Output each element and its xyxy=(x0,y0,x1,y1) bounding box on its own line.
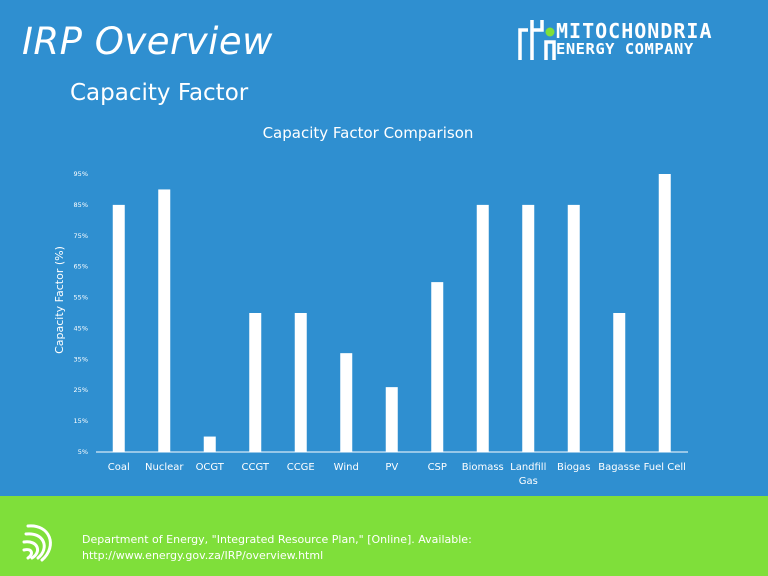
bar-nuclear xyxy=(158,189,171,452)
chart-title: Capacity Factor Comparison xyxy=(263,124,474,142)
bar-ccge xyxy=(294,313,307,452)
x-category-label: PV xyxy=(385,462,398,473)
y-tick-label: 5% xyxy=(78,448,88,456)
x-category-label: Bagasse xyxy=(598,462,640,473)
bar-wind xyxy=(340,353,353,452)
capacity-factor-chart: Capacity Factor Comparison Capacity Fact… xyxy=(53,124,688,487)
bar-biogas xyxy=(567,204,580,452)
y-tick-label: 25% xyxy=(74,386,88,394)
footer-band xyxy=(0,496,768,576)
logo-tagline: ENERGY COMPANY xyxy=(556,40,694,58)
y-tick-label: 55% xyxy=(74,294,88,302)
y-tick-label: 35% xyxy=(74,355,88,363)
bar-landfill-gas xyxy=(522,204,535,452)
bar-bagasse xyxy=(613,313,626,452)
x-category-label: Landfill Gas xyxy=(510,462,546,487)
company-logo: MITOCHONDRIA ENERGY COMPANY xyxy=(518,16,718,62)
source-citation: Department of Energy, "Integrated Resour… xyxy=(82,533,472,562)
y-tick-label: 95% xyxy=(74,170,88,178)
x-category-label: CCGT xyxy=(242,462,270,473)
bar-fuel-cell xyxy=(658,174,671,452)
x-category-label: Biogas xyxy=(557,462,590,473)
x-category-label: OCGT xyxy=(196,462,225,473)
y-tick-label: 85% xyxy=(74,201,88,209)
x-category-label: CCGE xyxy=(287,462,315,473)
bar-biomass xyxy=(476,204,489,452)
x-category-label: CSP xyxy=(428,462,447,473)
bar-ocgt xyxy=(203,436,216,452)
y-tick-label: 15% xyxy=(74,417,88,425)
x-category-label: Fuel Cell xyxy=(644,462,686,473)
y-tick-label: 75% xyxy=(74,232,88,240)
bar-ccgt xyxy=(249,313,262,452)
section-heading: Capacity Factor xyxy=(70,80,249,106)
x-category-label: Wind xyxy=(334,462,359,473)
logo-mark-icon xyxy=(518,20,556,60)
x-category-label: Nuclear xyxy=(145,462,184,473)
bar-pv xyxy=(385,387,398,452)
swirl-icon xyxy=(22,524,52,562)
slide-title: IRP Overview xyxy=(22,20,273,63)
y-tick-label: 45% xyxy=(74,324,88,332)
x-category-label: Biomass xyxy=(462,462,504,473)
bar-csp xyxy=(431,282,444,452)
y-axis-label: Capacity Factor (%) xyxy=(53,246,66,354)
bar-coal xyxy=(112,204,125,452)
logo-name: MITOCHONDRIA xyxy=(556,19,713,43)
x-category-label: Coal xyxy=(108,462,130,473)
y-tick-label: 65% xyxy=(74,263,88,271)
